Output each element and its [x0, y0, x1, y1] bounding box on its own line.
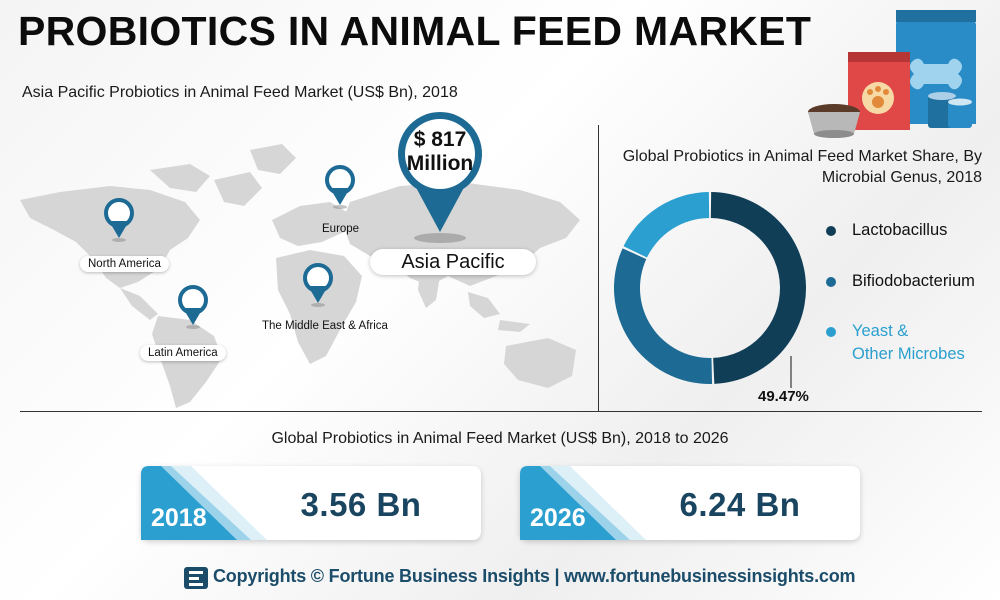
region-label-middle-east-africa: The Middle East & Africa — [262, 320, 388, 332]
stat-year: 2026 — [530, 504, 586, 532]
region-label-north-america: North America — [80, 256, 169, 272]
donut-chart — [614, 192, 807, 388]
pin-middle-east-africa-icon — [303, 263, 333, 307]
stat-value: 3.56 Bn — [300, 486, 422, 523]
donut-annotation: 49.47% — [758, 388, 809, 405]
legend-label: Lactobacillus — [852, 221, 948, 239]
stat-card-banner — [520, 466, 646, 540]
pin-north-america-icon — [104, 198, 134, 242]
legend-dot-icon — [826, 327, 836, 337]
continents — [20, 144, 580, 408]
donut-chart-title: Global Probiotics in Animal Feed Market … — [622, 148, 982, 186]
donut-segment-bifiodobacterium — [614, 248, 713, 384]
stat-value: 6.24 Bn — [679, 486, 801, 523]
region-label-europe: Europe — [322, 223, 360, 235]
asia-pacific-value-unit: Million — [406, 152, 474, 175]
region-label-asia-pacific: Asia Pacific — [370, 249, 536, 275]
footer: Copyrights © Fortune Business Insights |… — [0, 560, 1000, 600]
legend-label: Other Microbes — [852, 345, 965, 363]
stat-card-banner — [141, 466, 267, 540]
donut-segment-yeast-other-microbes — [623, 192, 710, 258]
pin-europe-icon — [325, 165, 355, 209]
world-map — [20, 112, 580, 408]
donut-segment-lactobacillus — [710, 192, 807, 384]
asia-pacific-value: $ 817 Million — [397, 128, 483, 176]
stat-card-2026: 2026 6.24 Bn — [520, 466, 860, 540]
legend-dot-icon — [826, 226, 836, 236]
region-label-latin-america: Latin America — [140, 345, 226, 361]
footer-text[interactable]: Copyrights © Fortune Business Insights |… — [213, 566, 856, 586]
growth-title: Global Probiotics in Animal Feed Market … — [271, 430, 729, 447]
fbi-logo-icon — [184, 567, 208, 589]
stat-year: 2018 — [151, 504, 207, 532]
map-title: Asia Pacific Probiotics in Animal Feed M… — [22, 84, 458, 101]
legend-label: Yeast & — [852, 322, 909, 340]
horizontal-divider — [20, 411, 982, 412]
legend-dot-icon — [826, 277, 836, 287]
vertical-divider — [598, 125, 599, 411]
stat-card-2018: 2018 3.56 Bn — [141, 466, 481, 540]
page-title: PROBIOTICS IN ANIMAL FEED MARKET — [18, 8, 812, 54]
pin-latin-america-icon — [178, 285, 208, 329]
asia-pacific-value-amount: $ 817 — [413, 128, 467, 151]
legend-label: Bifiodobacterium — [852, 272, 975, 290]
pet-food-icon — [808, 10, 976, 138]
pin-asia-pacific-icon — [398, 112, 482, 243]
